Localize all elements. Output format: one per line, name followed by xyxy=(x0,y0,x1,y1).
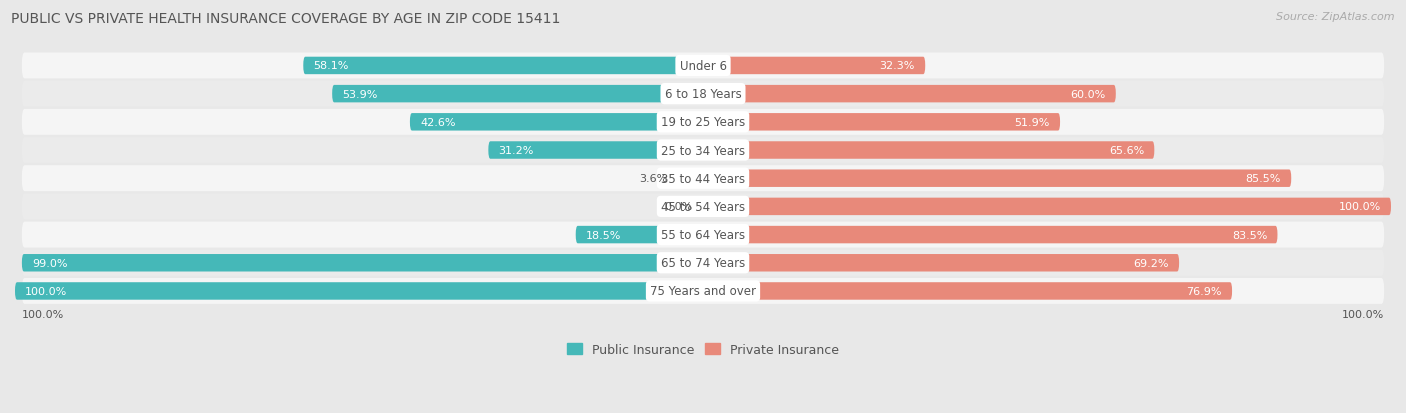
FancyBboxPatch shape xyxy=(703,57,925,75)
Text: 85.5%: 85.5% xyxy=(1246,174,1281,184)
Text: 76.9%: 76.9% xyxy=(1187,286,1222,296)
Legend: Public Insurance, Private Insurance: Public Insurance, Private Insurance xyxy=(562,338,844,361)
Text: 51.9%: 51.9% xyxy=(1014,118,1050,128)
Text: 35 to 44 Years: 35 to 44 Years xyxy=(661,172,745,185)
FancyBboxPatch shape xyxy=(304,57,703,75)
FancyBboxPatch shape xyxy=(22,278,1384,304)
FancyBboxPatch shape xyxy=(678,170,703,188)
FancyBboxPatch shape xyxy=(22,254,703,272)
Text: 75 Years and over: 75 Years and over xyxy=(650,285,756,298)
Text: 32.3%: 32.3% xyxy=(880,61,915,71)
FancyBboxPatch shape xyxy=(22,194,1384,220)
FancyBboxPatch shape xyxy=(703,282,1232,300)
Text: 18.5%: 18.5% xyxy=(586,230,621,240)
FancyBboxPatch shape xyxy=(22,222,1384,248)
Text: 65 to 74 Years: 65 to 74 Years xyxy=(661,256,745,270)
Text: 45 to 54 Years: 45 to 54 Years xyxy=(661,200,745,214)
Text: 69.2%: 69.2% xyxy=(1133,258,1168,268)
FancyBboxPatch shape xyxy=(22,166,1384,192)
FancyBboxPatch shape xyxy=(332,85,703,103)
FancyBboxPatch shape xyxy=(22,138,1384,164)
Text: 83.5%: 83.5% xyxy=(1232,230,1267,240)
Text: 65.6%: 65.6% xyxy=(1109,146,1144,156)
FancyBboxPatch shape xyxy=(15,282,703,300)
Text: Under 6: Under 6 xyxy=(679,60,727,73)
Text: 100.0%: 100.0% xyxy=(1341,309,1384,320)
FancyBboxPatch shape xyxy=(22,109,1384,135)
FancyBboxPatch shape xyxy=(703,170,1291,188)
FancyBboxPatch shape xyxy=(703,254,1180,272)
FancyBboxPatch shape xyxy=(488,142,703,159)
FancyBboxPatch shape xyxy=(703,226,1278,244)
Text: 100.0%: 100.0% xyxy=(25,286,67,296)
Text: 42.6%: 42.6% xyxy=(420,118,456,128)
Text: Source: ZipAtlas.com: Source: ZipAtlas.com xyxy=(1277,12,1395,22)
FancyBboxPatch shape xyxy=(703,198,1391,216)
FancyBboxPatch shape xyxy=(575,226,703,244)
Text: 25 to 34 Years: 25 to 34 Years xyxy=(661,144,745,157)
Text: 58.1%: 58.1% xyxy=(314,61,349,71)
Text: 19 to 25 Years: 19 to 25 Years xyxy=(661,116,745,129)
Text: PUBLIC VS PRIVATE HEALTH INSURANCE COVERAGE BY AGE IN ZIP CODE 15411: PUBLIC VS PRIVATE HEALTH INSURANCE COVER… xyxy=(11,12,561,26)
Text: 100.0%: 100.0% xyxy=(22,309,65,320)
Text: 60.0%: 60.0% xyxy=(1070,90,1105,100)
FancyBboxPatch shape xyxy=(22,81,1384,107)
Text: 6 to 18 Years: 6 to 18 Years xyxy=(665,88,741,101)
Text: 53.9%: 53.9% xyxy=(343,90,378,100)
FancyBboxPatch shape xyxy=(703,114,1060,131)
FancyBboxPatch shape xyxy=(703,85,1116,103)
Text: 31.2%: 31.2% xyxy=(499,146,534,156)
Text: 3.6%: 3.6% xyxy=(640,174,668,184)
Text: 0.0%: 0.0% xyxy=(665,202,693,212)
FancyBboxPatch shape xyxy=(22,53,1384,79)
FancyBboxPatch shape xyxy=(22,250,1384,276)
Text: 100.0%: 100.0% xyxy=(1339,202,1381,212)
FancyBboxPatch shape xyxy=(411,114,703,131)
FancyBboxPatch shape xyxy=(703,142,1154,159)
Text: 55 to 64 Years: 55 to 64 Years xyxy=(661,228,745,242)
Text: 99.0%: 99.0% xyxy=(32,258,67,268)
